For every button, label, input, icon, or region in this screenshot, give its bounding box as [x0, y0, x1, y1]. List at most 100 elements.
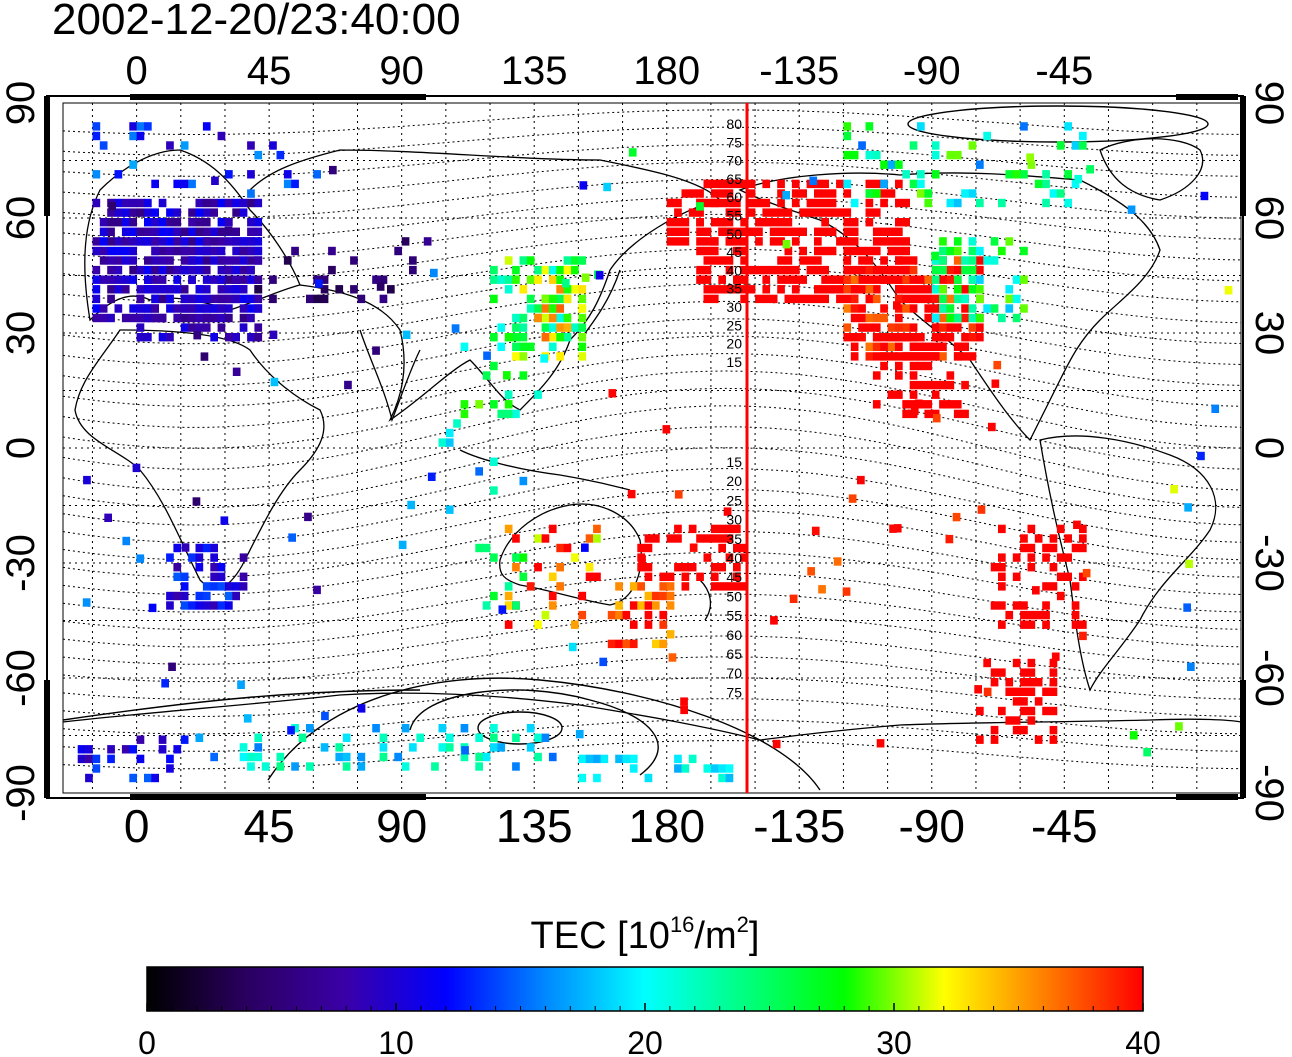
tec-cell [740, 543, 748, 553]
tec-cell [782, 240, 791, 249]
tec-cell [953, 237, 962, 246]
tec-cell [939, 333, 947, 342]
tec-cell [924, 294, 933, 304]
tec-cell [747, 189, 756, 198]
tec-cell [593, 534, 601, 543]
tec-cell [902, 237, 910, 246]
tec-cell [638, 555, 646, 564]
tec-cell [202, 122, 211, 131]
tec-cell [512, 563, 520, 572]
tec-cell [166, 218, 174, 227]
tec-cell [887, 189, 896, 198]
tec-cell [394, 246, 402, 256]
tec-cell [1049, 534, 1058, 543]
tec-cell [1012, 716, 1021, 725]
tec-cell [534, 313, 542, 323]
tec-cell [895, 361, 903, 371]
tec-cell [652, 591, 660, 601]
tec-cell [998, 198, 1006, 208]
tec-cell [225, 601, 233, 610]
tec-cell [144, 265, 152, 275]
tec-cell [1042, 706, 1050, 716]
tec-cell [173, 745, 182, 754]
tec-cell [627, 489, 636, 499]
tec-cell [718, 189, 726, 198]
tec-cell [220, 516, 229, 525]
tec-cell [136, 333, 145, 342]
tec-cell [239, 198, 248, 208]
tec-cell [254, 743, 263, 752]
tec-cell [902, 304, 910, 313]
tec-cell [659, 620, 668, 629]
right-lat-label: -60 [1247, 649, 1291, 707]
tec-cell [666, 237, 675, 246]
tec-cell [887, 342, 896, 351]
tec-cell [1129, 731, 1138, 740]
tec-cell [917, 294, 925, 304]
tec-cell [438, 438, 447, 447]
tec-cell [784, 227, 793, 236]
tec-cell [202, 285, 211, 294]
colorbar-tick-label: 10 [378, 1025, 414, 1057]
tec-cell [519, 256, 528, 265]
tec-cell [188, 208, 196, 217]
tec-cell [210, 256, 218, 265]
tec-cell [270, 377, 279, 387]
tec-cell [563, 285, 572, 294]
tec-cell [232, 367, 241, 376]
tec-cell [578, 333, 587, 342]
maglat-label-south: 25 [726, 492, 742, 508]
tec-cell [681, 189, 690, 198]
maglat-label-north: 65 [726, 171, 742, 187]
tec-cell [968, 304, 977, 313]
tec-cell [939, 342, 947, 351]
tec-cell [180, 179, 189, 189]
magnetic-latitude-contour [63, 530, 1241, 596]
tec-cell [210, 246, 218, 256]
tec-cell [924, 361, 933, 371]
tec-cell [571, 553, 579, 562]
tec-cell [1079, 534, 1087, 543]
tec-cell [298, 733, 307, 742]
tec-cell [504, 582, 513, 591]
tec-cell [791, 265, 800, 275]
tec-cell [232, 294, 240, 304]
tec-cell [239, 208, 248, 217]
tec-cell [593, 524, 601, 534]
tec-cell [217, 227, 226, 236]
tec-cell [733, 237, 741, 246]
tec-cell [843, 179, 852, 189]
tec-cell [681, 582, 690, 591]
tec-cell [953, 352, 962, 361]
tec-cell [850, 333, 859, 342]
tec-cell [578, 313, 587, 323]
tec-cell [202, 294, 211, 304]
tec-cell [703, 534, 712, 543]
tec-cell [924, 304, 933, 313]
tec-cell [865, 275, 874, 284]
tec-cell [895, 352, 903, 361]
tec-cell [247, 237, 255, 246]
tec-cell [872, 237, 881, 246]
tec-cell [666, 591, 675, 601]
tec-cell [872, 313, 881, 323]
tec-cell [173, 572, 182, 581]
tec-cell [247, 189, 255, 198]
bottom-lon-label: 0 [124, 800, 150, 852]
tec-cell [703, 275, 712, 284]
tec-cell [895, 275, 903, 284]
tec-cell [976, 275, 984, 284]
tec-cell [451, 324, 460, 333]
tec-cell [195, 198, 204, 208]
tec-cell [1027, 620, 1036, 629]
tec-cell [895, 323, 903, 332]
tec-cell [99, 246, 108, 256]
maglat-label-south: 20 [726, 473, 742, 489]
tec-cell [931, 390, 940, 399]
tec-cell [1027, 668, 1036, 677]
tec-cell [821, 208, 829, 217]
tec-cell [225, 285, 233, 294]
tec-cell [865, 150, 874, 160]
tec-cell [865, 323, 874, 332]
tec-cell [637, 601, 645, 610]
